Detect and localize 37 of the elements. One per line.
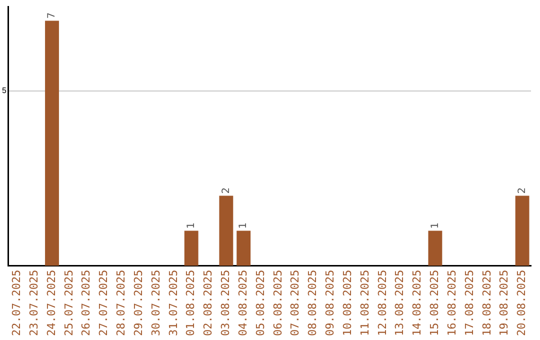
x-tick-label: 11.08.2025 (358, 270, 372, 336)
x-tick-label: 31.07.2025 (166, 270, 180, 336)
x-tick-label: 13.08.2025 (393, 270, 406, 336)
data-label: 2 (516, 187, 528, 194)
y-tick-label: 5 (2, 86, 7, 95)
x-tick-label: 20.08.2025 (515, 270, 528, 336)
data-label: 1 (430, 222, 441, 229)
x-tick-label: 23.07.2025 (27, 270, 40, 336)
x-tick-label: 14.08.2025 (410, 270, 424, 336)
x-tick-label: 10.08.2025 (340, 270, 354, 336)
x-tick-label: 05.08.2025 (254, 270, 267, 336)
x-tick-label: 15.08.2025 (428, 270, 442, 336)
x-tick-label: 16.08.2025 (445, 270, 458, 336)
x-tick-label: 25.07.2025 (62, 270, 76, 336)
x-tick-label: 08.08.2025 (306, 270, 320, 336)
x-tick-label: 03.08.2025 (219, 270, 232, 336)
data-label: 2 (220, 187, 232, 194)
x-tick-label: 29.07.2025 (132, 270, 145, 336)
x-tick-label: 01.08.2025 (184, 270, 198, 336)
data-label: 1 (186, 222, 197, 229)
x-tick-label: 30.07.2025 (149, 270, 162, 336)
x-tick-label: 07.08.2025 (288, 270, 302, 336)
x-tick-label: 19.08.2025 (498, 270, 511, 336)
x-tick-label: 24.07.2025 (44, 270, 58, 336)
x-tick-label: 17.08.2025 (462, 270, 476, 336)
x-tick-label: 22.07.2025 (10, 270, 24, 336)
x-tick-label: 28.07.2025 (114, 270, 128, 336)
data-label: 7 (46, 12, 58, 19)
x-tick-label: 27.07.2025 (97, 270, 110, 336)
x-tick-label: 09.08.2025 (324, 270, 337, 336)
x-tick-label: 18.08.2025 (480, 270, 494, 336)
x-tick-label: 26.07.2025 (80, 270, 93, 336)
x-tick-label: 02.08.2025 (202, 270, 215, 336)
x-tick-label: 12.08.2025 (376, 270, 389, 336)
data-label: 1 (238, 222, 250, 229)
x-tick-label: 04.08.2025 (236, 270, 250, 336)
x-tick-label: 06.08.2025 (271, 270, 284, 336)
